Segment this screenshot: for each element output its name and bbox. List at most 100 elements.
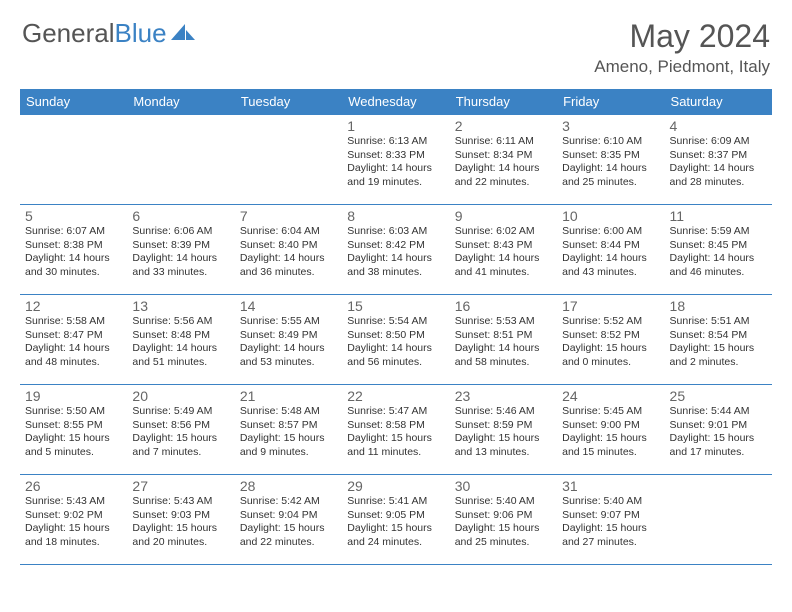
calendar-cell: 28Sunrise: 5:42 AMSunset: 9:04 PMDayligh…	[235, 475, 342, 565]
day-number: 8	[347, 208, 444, 224]
day-info: Sunrise: 6:06 AMSunset: 8:39 PMDaylight:…	[132, 225, 229, 280]
calendar-week: 12Sunrise: 5:58 AMSunset: 8:47 PMDayligh…	[20, 295, 772, 385]
calendar-cell: 24Sunrise: 5:45 AMSunset: 9:00 PMDayligh…	[557, 385, 664, 475]
day-number: 3	[562, 118, 659, 134]
day-info: Sunrise: 6:03 AMSunset: 8:42 PMDaylight:…	[347, 225, 444, 280]
day-number: 14	[240, 298, 337, 314]
day-number: 29	[347, 478, 444, 494]
day-number: 12	[25, 298, 122, 314]
day-info: Sunrise: 5:51 AMSunset: 8:54 PMDaylight:…	[670, 315, 767, 370]
calendar-cell: 3Sunrise: 6:10 AMSunset: 8:35 PMDaylight…	[557, 115, 664, 205]
weekday-header: Thursday	[450, 89, 557, 115]
day-info: Sunrise: 5:46 AMSunset: 8:59 PMDaylight:…	[455, 405, 552, 460]
weekday-header: Monday	[127, 89, 234, 115]
day-info: Sunrise: 5:53 AMSunset: 8:51 PMDaylight:…	[455, 315, 552, 370]
calendar-week: 26Sunrise: 5:43 AMSunset: 9:02 PMDayligh…	[20, 475, 772, 565]
day-info: Sunrise: 5:48 AMSunset: 8:57 PMDaylight:…	[240, 405, 337, 460]
day-number: 30	[455, 478, 552, 494]
calendar-cell: 22Sunrise: 5:47 AMSunset: 8:58 PMDayligh…	[342, 385, 449, 475]
calendar-cell: 13Sunrise: 5:56 AMSunset: 8:48 PMDayligh…	[127, 295, 234, 385]
day-info: Sunrise: 5:43 AMSunset: 9:02 PMDaylight:…	[25, 495, 122, 550]
day-number: 26	[25, 478, 122, 494]
day-number: 22	[347, 388, 444, 404]
day-number: 27	[132, 478, 229, 494]
day-number: 6	[132, 208, 229, 224]
calendar-cell: 31Sunrise: 5:40 AMSunset: 9:07 PMDayligh…	[557, 475, 664, 565]
calendar-cell: 1Sunrise: 6:13 AMSunset: 8:33 PMDaylight…	[342, 115, 449, 205]
calendar-cell: 7Sunrise: 6:04 AMSunset: 8:40 PMDaylight…	[235, 205, 342, 295]
calendar-cell: 25Sunrise: 5:44 AMSunset: 9:01 PMDayligh…	[665, 385, 772, 475]
title-block: May 2024 Ameno, Piedmont, Italy	[594, 18, 770, 77]
calendar-cell	[127, 115, 234, 205]
day-info: Sunrise: 6:07 AMSunset: 8:38 PMDaylight:…	[25, 225, 122, 280]
day-number: 31	[562, 478, 659, 494]
day-info: Sunrise: 5:45 AMSunset: 9:00 PMDaylight:…	[562, 405, 659, 460]
day-info: Sunrise: 6:13 AMSunset: 8:33 PMDaylight:…	[347, 135, 444, 190]
calendar-cell: 29Sunrise: 5:41 AMSunset: 9:05 PMDayligh…	[342, 475, 449, 565]
day-info: Sunrise: 6:00 AMSunset: 8:44 PMDaylight:…	[562, 225, 659, 280]
day-info: Sunrise: 5:40 AMSunset: 9:06 PMDaylight:…	[455, 495, 552, 550]
day-number: 20	[132, 388, 229, 404]
calendar-head: SundayMondayTuesdayWednesdayThursdayFrid…	[20, 89, 772, 115]
weekday-header: Sunday	[20, 89, 127, 115]
day-info: Sunrise: 5:49 AMSunset: 8:56 PMDaylight:…	[132, 405, 229, 460]
calendar-cell: 8Sunrise: 6:03 AMSunset: 8:42 PMDaylight…	[342, 205, 449, 295]
day-number: 16	[455, 298, 552, 314]
day-info: Sunrise: 6:04 AMSunset: 8:40 PMDaylight:…	[240, 225, 337, 280]
day-number: 15	[347, 298, 444, 314]
day-info: Sunrise: 5:54 AMSunset: 8:50 PMDaylight:…	[347, 315, 444, 370]
day-info: Sunrise: 5:43 AMSunset: 9:03 PMDaylight:…	[132, 495, 229, 550]
day-number: 7	[240, 208, 337, 224]
calendar-cell: 5Sunrise: 6:07 AMSunset: 8:38 PMDaylight…	[20, 205, 127, 295]
day-info: Sunrise: 5:47 AMSunset: 8:58 PMDaylight:…	[347, 405, 444, 460]
calendar-cell: 10Sunrise: 6:00 AMSunset: 8:44 PMDayligh…	[557, 205, 664, 295]
calendar-cell: 16Sunrise: 5:53 AMSunset: 8:51 PMDayligh…	[450, 295, 557, 385]
day-number: 13	[132, 298, 229, 314]
day-number: 21	[240, 388, 337, 404]
weekday-header: Wednesday	[342, 89, 449, 115]
calendar-cell: 27Sunrise: 5:43 AMSunset: 9:03 PMDayligh…	[127, 475, 234, 565]
calendar-cell: 21Sunrise: 5:48 AMSunset: 8:57 PMDayligh…	[235, 385, 342, 475]
day-number: 10	[562, 208, 659, 224]
location-subtitle: Ameno, Piedmont, Italy	[594, 57, 770, 77]
day-number: 25	[670, 388, 767, 404]
calendar-cell	[235, 115, 342, 205]
calendar-cell: 14Sunrise: 5:55 AMSunset: 8:49 PMDayligh…	[235, 295, 342, 385]
brand-logo: GeneralBlue	[22, 18, 195, 49]
day-number: 5	[25, 208, 122, 224]
calendar-cell: 30Sunrise: 5:40 AMSunset: 9:06 PMDayligh…	[450, 475, 557, 565]
calendar-week: 19Sunrise: 5:50 AMSunset: 8:55 PMDayligh…	[20, 385, 772, 475]
calendar-cell: 18Sunrise: 5:51 AMSunset: 8:54 PMDayligh…	[665, 295, 772, 385]
day-number: 17	[562, 298, 659, 314]
day-info: Sunrise: 5:41 AMSunset: 9:05 PMDaylight:…	[347, 495, 444, 550]
day-info: Sunrise: 6:02 AMSunset: 8:43 PMDaylight:…	[455, 225, 552, 280]
brand-part1: General	[22, 18, 115, 49]
day-number: 28	[240, 478, 337, 494]
calendar-cell: 11Sunrise: 5:59 AMSunset: 8:45 PMDayligh…	[665, 205, 772, 295]
header: GeneralBlue May 2024 Ameno, Piedmont, It…	[0, 0, 792, 85]
day-info: Sunrise: 5:55 AMSunset: 8:49 PMDaylight:…	[240, 315, 337, 370]
weekday-header: Saturday	[665, 89, 772, 115]
day-info: Sunrise: 5:59 AMSunset: 8:45 PMDaylight:…	[670, 225, 767, 280]
day-number: 19	[25, 388, 122, 404]
brand-part2: Blue	[115, 18, 167, 49]
calendar-cell: 6Sunrise: 6:06 AMSunset: 8:39 PMDaylight…	[127, 205, 234, 295]
weekday-header: Tuesday	[235, 89, 342, 115]
calendar-week: 5Sunrise: 6:07 AMSunset: 8:38 PMDaylight…	[20, 205, 772, 295]
calendar-cell: 12Sunrise: 5:58 AMSunset: 8:47 PMDayligh…	[20, 295, 127, 385]
day-info: Sunrise: 6:09 AMSunset: 8:37 PMDaylight:…	[670, 135, 767, 190]
calendar-cell: 26Sunrise: 5:43 AMSunset: 9:02 PMDayligh…	[20, 475, 127, 565]
calendar-cell: 9Sunrise: 6:02 AMSunset: 8:43 PMDaylight…	[450, 205, 557, 295]
day-info: Sunrise: 5:44 AMSunset: 9:01 PMDaylight:…	[670, 405, 767, 460]
month-title: May 2024	[594, 18, 770, 55]
day-number: 23	[455, 388, 552, 404]
calendar-body: 1Sunrise: 6:13 AMSunset: 8:33 PMDaylight…	[20, 115, 772, 565]
calendar-cell	[20, 115, 127, 205]
calendar-cell: 19Sunrise: 5:50 AMSunset: 8:55 PMDayligh…	[20, 385, 127, 475]
day-number: 2	[455, 118, 552, 134]
day-number: 9	[455, 208, 552, 224]
day-info: Sunrise: 6:11 AMSunset: 8:34 PMDaylight:…	[455, 135, 552, 190]
day-info: Sunrise: 5:58 AMSunset: 8:47 PMDaylight:…	[25, 315, 122, 370]
calendar-cell: 20Sunrise: 5:49 AMSunset: 8:56 PMDayligh…	[127, 385, 234, 475]
calendar-cell: 15Sunrise: 5:54 AMSunset: 8:50 PMDayligh…	[342, 295, 449, 385]
